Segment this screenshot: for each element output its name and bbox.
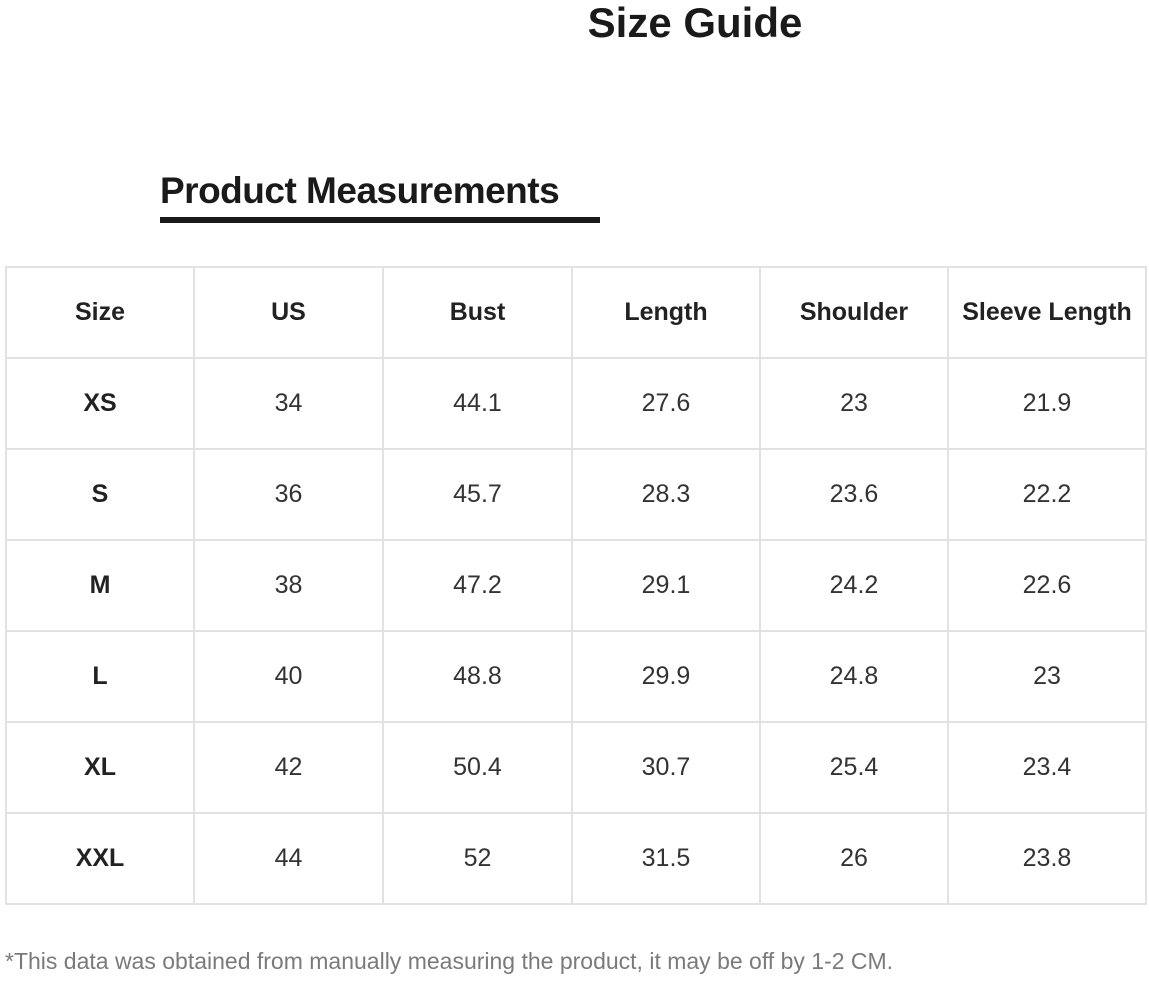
underline [160,217,600,223]
value-cell: 30.7 [571,721,761,814]
title: Size Guide [587,0,803,46]
value-cell: 31.5 [571,812,761,905]
value-cell: 22.2 [947,448,1147,541]
table-row: S 36 45.7 28.3 23.6 22.2 [5,448,1147,541]
table-row: XXL 44 52 31.5 26 23.8 [5,812,1147,905]
header-row: Size US Bust Length Shoulder Sleeve Length [5,266,1147,359]
value-cell: 22.6 [947,539,1147,632]
footnote: *This data was obtained from manually me… [5,948,894,974]
column-header: Bust [382,266,573,359]
value-cell: 21.9 [947,357,1147,450]
value-cell: 28.3 [571,448,761,541]
size-cell: M [5,539,195,632]
size-cell: XXL [5,812,195,905]
value-cell: 44 [193,812,384,905]
column-header: Shoulder [759,266,949,359]
size-cell: XS [5,357,195,450]
size-cell: S [5,448,195,541]
column-header: Size [5,266,195,359]
value-cell: 23 [947,630,1147,723]
table-row: L 40 48.8 29.9 24.8 23 [5,630,1147,723]
table-row: XS 34 44.1 27.6 23 21.9 [5,357,1147,450]
value-cell: 23.6 [759,448,949,541]
value-cell: 23.4 [947,721,1147,814]
column-header: US [193,266,384,359]
table-row: M 38 47.2 29.1 24.2 22.6 [5,539,1147,632]
value-cell: 24.8 [759,630,949,723]
value-cell: 23 [759,357,949,450]
size-table: Size US Bust Length Shoulder Sleeve Length XS 3… [5,266,1147,905]
value-cell: 29.1 [571,539,761,632]
size-cell: XL [5,721,195,814]
column-header: Sleeve Length [947,266,1147,359]
value-cell: 45.7 [382,448,573,541]
value-cell: 40 [193,630,384,723]
value-cell: 47.2 [382,539,573,632]
value-cell: 23.8 [947,812,1147,905]
value-cell: 36 [193,448,384,541]
value-cell: 38 [193,539,384,632]
size-cell: L [5,630,195,723]
value-cell: 29.9 [571,630,761,723]
value-cell: 48.8 [382,630,573,723]
value-cell: 52 [382,812,573,905]
column-header: Length [571,266,761,359]
value-cell: 25.4 [759,721,949,814]
value-cell: 26 [759,812,949,905]
value-cell: 24.2 [759,539,949,632]
value-cell: 44.1 [382,357,573,450]
subtitle: Product Measurements [160,170,560,211]
value-cell: 50.4 [382,721,573,814]
table-body: Size US Bust Length Shoulder Sleeve Length XS 3… [5,266,1147,905]
value-cell: 34 [193,357,384,450]
value-cell: 42 [193,721,384,814]
value-cell: 27.6 [571,357,761,450]
table-row: XL 42 50.4 30.7 25.4 23.4 [5,721,1147,814]
